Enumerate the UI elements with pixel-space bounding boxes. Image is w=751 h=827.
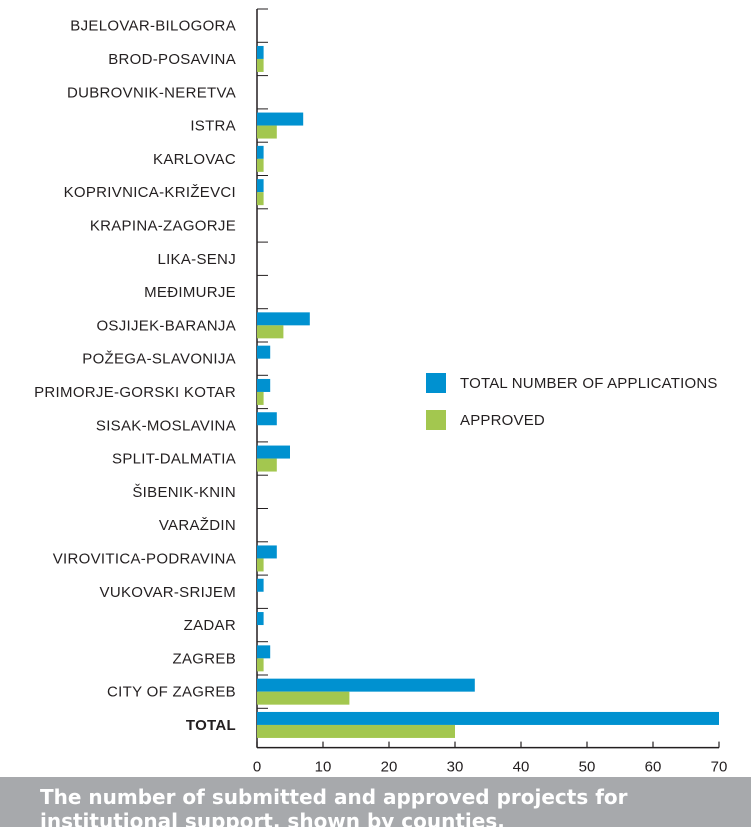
category-label: BROD-POSAVINA xyxy=(108,51,236,68)
bar-approved xyxy=(257,458,277,472)
bar-applications xyxy=(257,378,271,392)
bar-chart: BJELOVAR-BILOGORA BROD-POSAVINA DUBROVNIK-… xyxy=(34,8,728,776)
x-tick-label: 70 xyxy=(711,759,728,776)
category-label: LIKA-SENJ xyxy=(157,251,236,268)
bar-applications xyxy=(257,645,271,659)
x-tick-label: 60 xyxy=(645,759,662,776)
x-tick-label: 30 xyxy=(447,759,464,776)
category-label: OSJIJEK-BARANJA xyxy=(96,317,236,334)
x-tick-label: 20 xyxy=(381,759,398,776)
category-label: KARLOVAC xyxy=(153,151,236,168)
category-label: KOPRIVNICA-KRIŽEVCI xyxy=(64,184,236,201)
bar-applications xyxy=(257,45,264,59)
bar-applications xyxy=(257,345,271,359)
category-label: ISTRA xyxy=(190,118,236,135)
legend-label-approved: APPROVED xyxy=(460,411,545,429)
bar-applications xyxy=(257,578,264,592)
category-label: VUKOVAR-SRIJEM xyxy=(100,584,236,601)
category-label: CITY OF ZAGREB xyxy=(107,684,236,701)
bar-applications xyxy=(257,678,475,692)
category-label: KRAPINA-ZAGORJE xyxy=(90,217,236,234)
bar-approved xyxy=(257,58,264,72)
bar-approved xyxy=(257,192,264,206)
bar-approved xyxy=(257,325,284,339)
category-label: ZAGREB xyxy=(173,650,236,667)
bar-applications xyxy=(257,312,310,326)
bar-applications xyxy=(257,711,719,725)
category-label: PRIMORJE-GORSKI KOTAR xyxy=(34,384,236,401)
bar-applications xyxy=(257,445,290,459)
category-label: POŽEGA-SLAVONIJA xyxy=(82,351,236,368)
x-tick-label: 50 xyxy=(579,759,596,776)
category-label: DUBROVNIK-NERETVA xyxy=(67,84,236,101)
category-label: VIROVITICA-PODRAVINA xyxy=(53,550,236,567)
category-label: VARAŽDIN xyxy=(159,517,236,534)
bar-applications xyxy=(257,179,264,193)
bar-applications xyxy=(257,412,277,426)
bar-approved xyxy=(257,691,350,705)
category-label: SISAK-MOSLAVINA xyxy=(96,417,236,434)
category-label: TOTAL xyxy=(186,717,236,734)
legend-swatch-applications xyxy=(426,373,446,393)
bar-approved xyxy=(257,158,264,172)
legend-item-approved: APPROVED xyxy=(426,407,718,433)
caption-bar: The number of submitted and approved pro… xyxy=(0,777,751,827)
legend-label-applications: TOTAL NUMBER OF APPLICATIONS xyxy=(460,374,718,392)
x-tick-label: 10 xyxy=(315,759,332,776)
bar-applications xyxy=(257,112,304,126)
bar-approved xyxy=(257,558,264,572)
bar-approved xyxy=(257,125,277,139)
bar-applications xyxy=(257,612,264,626)
bar-approved xyxy=(257,391,264,405)
legend-item-applications: TOTAL NUMBER OF APPLICATIONS xyxy=(426,370,718,396)
category-label: BJELOVAR-BILOGORA xyxy=(70,18,236,35)
category-label: SPLIT-DALMATIA xyxy=(112,451,236,468)
legend-swatch-approved xyxy=(426,410,446,430)
category-label: MEĐIMURJE xyxy=(144,284,236,301)
x-tick-label: 40 xyxy=(513,759,530,776)
category-label: ZADAR xyxy=(184,617,236,634)
legend: TOTAL NUMBER OF APPLICATIONS APPROVED xyxy=(426,370,718,444)
bar-approved xyxy=(257,658,264,672)
caption-text: The number of submitted and approved pro… xyxy=(40,785,628,827)
x-tick-label: 0 xyxy=(253,759,261,776)
bar-applications xyxy=(257,545,277,559)
bar-applications xyxy=(257,145,264,159)
category-label: ŠIBENIK-KNIN xyxy=(132,484,236,501)
bar-approved xyxy=(257,724,455,738)
